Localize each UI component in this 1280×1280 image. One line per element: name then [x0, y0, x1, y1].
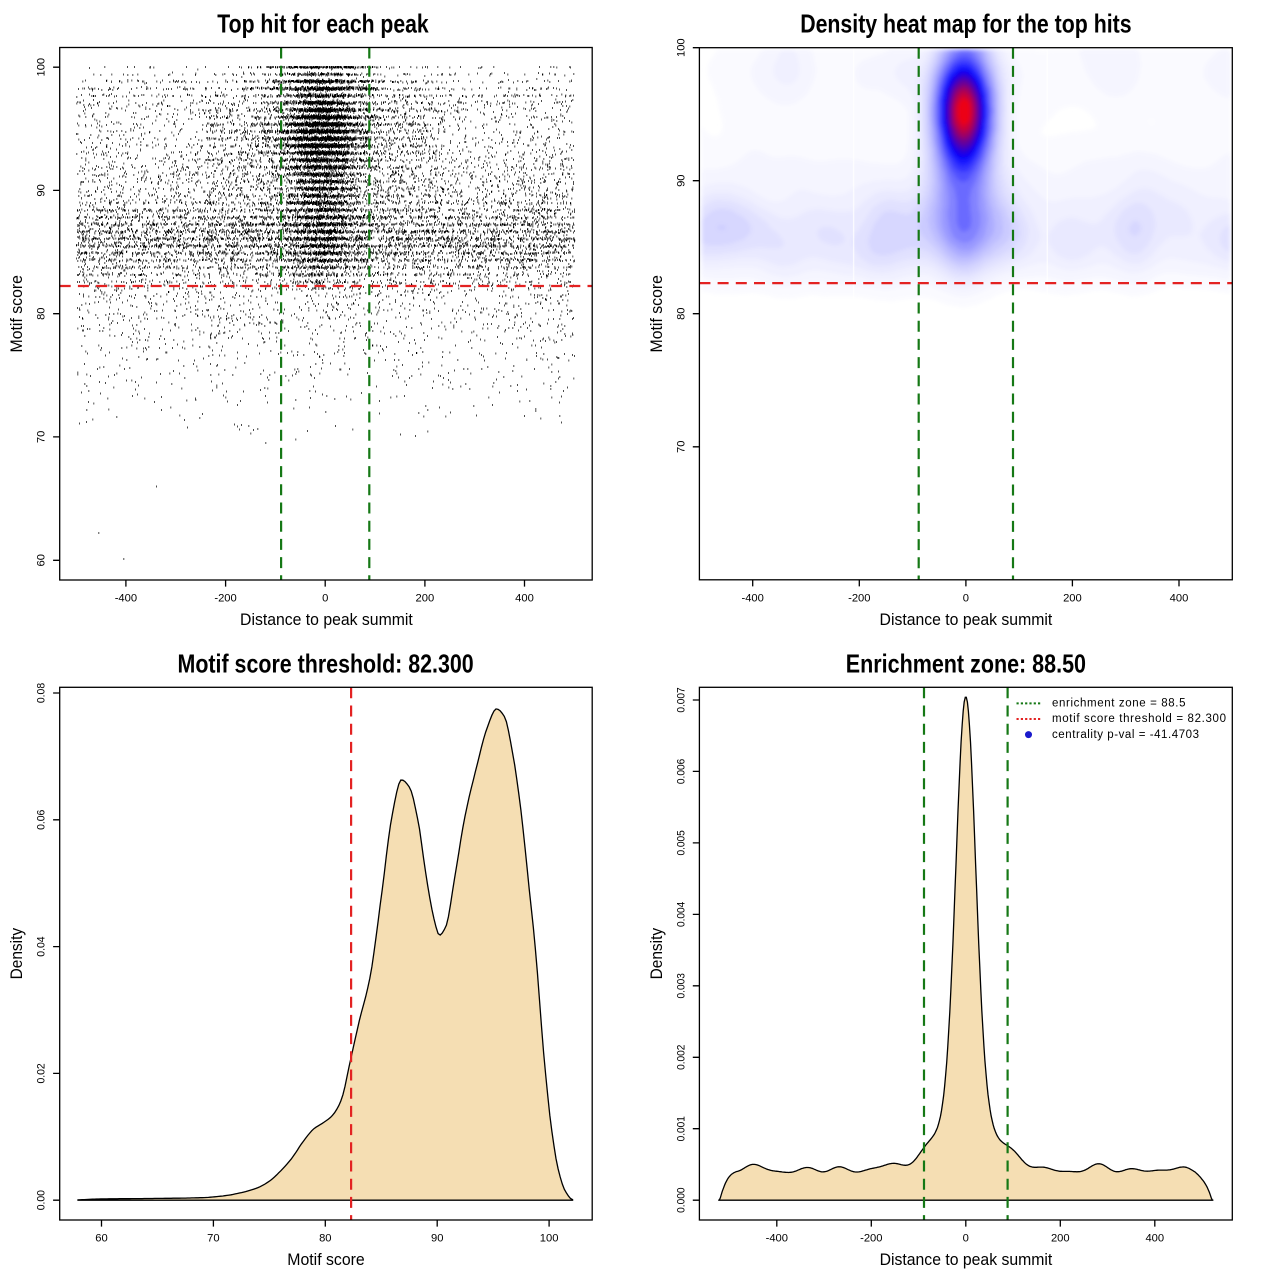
- svg-text:Density heat map for the top h: Density heat map for the top hits: [800, 9, 1131, 39]
- svg-text:90: 90: [36, 184, 48, 196]
- svg-text:200: 200: [1063, 593, 1082, 605]
- svg-text:80: 80: [675, 307, 687, 319]
- svg-text:0: 0: [963, 593, 969, 605]
- svg-text:80: 80: [36, 307, 48, 319]
- svg-text:Distance to peak summit: Distance to peak summit: [240, 611, 413, 629]
- svg-text:200: 200: [416, 593, 435, 605]
- svg-text:0.004: 0.004: [675, 902, 687, 927]
- svg-text:-200: -200: [848, 593, 870, 605]
- svg-text:0.002: 0.002: [675, 1045, 687, 1070]
- svg-text:90: 90: [431, 1233, 443, 1245]
- svg-text:Distance to peak summit: Distance to peak summit: [880, 611, 1053, 629]
- svg-text:0: 0: [963, 1233, 969, 1245]
- svg-text:400: 400: [1170, 593, 1189, 605]
- svg-text:0.000: 0.000: [675, 1188, 687, 1213]
- svg-text:200: 200: [1051, 1233, 1070, 1245]
- svg-text:Motif score: Motif score: [648, 275, 666, 353]
- svg-text:60: 60: [95, 1233, 107, 1245]
- svg-text:Density: Density: [648, 927, 666, 979]
- svg-text:-400: -400: [115, 593, 137, 605]
- svg-text:0.08: 0.08: [36, 683, 48, 703]
- svg-text:-400: -400: [766, 1233, 788, 1245]
- svg-text:-200: -200: [214, 593, 236, 605]
- svg-text:400: 400: [515, 593, 534, 605]
- svg-text:Motif score: Motif score: [287, 1251, 365, 1269]
- svg-text:70: 70: [36, 431, 48, 443]
- svg-text:0.06: 0.06: [36, 810, 48, 830]
- svg-text:Motif score: Motif score: [8, 275, 26, 353]
- svg-text:Motif score threshold: 82.300: Motif score threshold: 82.300: [178, 649, 474, 679]
- svg-text:0.006: 0.006: [675, 759, 687, 784]
- svg-text:-200: -200: [860, 1233, 882, 1245]
- svg-text:motif score threshold = 82.300: motif score threshold = 82.300: [1052, 713, 1226, 725]
- svg-text:0.00: 0.00: [36, 1190, 48, 1210]
- svg-text:100: 100: [36, 58, 48, 77]
- svg-text:100: 100: [540, 1233, 559, 1245]
- svg-text:0.001: 0.001: [675, 1116, 687, 1141]
- svg-text:60: 60: [36, 554, 48, 566]
- svg-text:0.003: 0.003: [675, 973, 687, 998]
- svg-text:70: 70: [207, 1233, 219, 1245]
- svg-text:70: 70: [675, 441, 687, 453]
- svg-text:-400: -400: [741, 593, 763, 605]
- svg-text:100: 100: [675, 38, 687, 57]
- svg-text:90: 90: [675, 174, 687, 186]
- svg-text:80: 80: [319, 1233, 331, 1245]
- svg-text:centrality p-val = -41.4703: centrality p-val = -41.4703: [1052, 729, 1199, 741]
- svg-text:Distance to peak summit: Distance to peak summit: [880, 1251, 1053, 1269]
- svg-text:0.04: 0.04: [36, 937, 48, 957]
- svg-text:Enrichment zone: 88.50: Enrichment zone: 88.50: [846, 649, 1086, 679]
- svg-text:Density: Density: [8, 927, 26, 979]
- svg-text:enrichment zone = 88.5: enrichment zone = 88.5: [1052, 698, 1186, 710]
- svg-text:0.005: 0.005: [675, 830, 687, 855]
- svg-text:Top hit for each peak: Top hit for each peak: [217, 9, 429, 39]
- svg-text:0.007: 0.007: [675, 687, 687, 712]
- svg-text:0: 0: [322, 593, 328, 605]
- svg-text:0.02: 0.02: [36, 1063, 48, 1083]
- svg-text:400: 400: [1145, 1233, 1164, 1245]
